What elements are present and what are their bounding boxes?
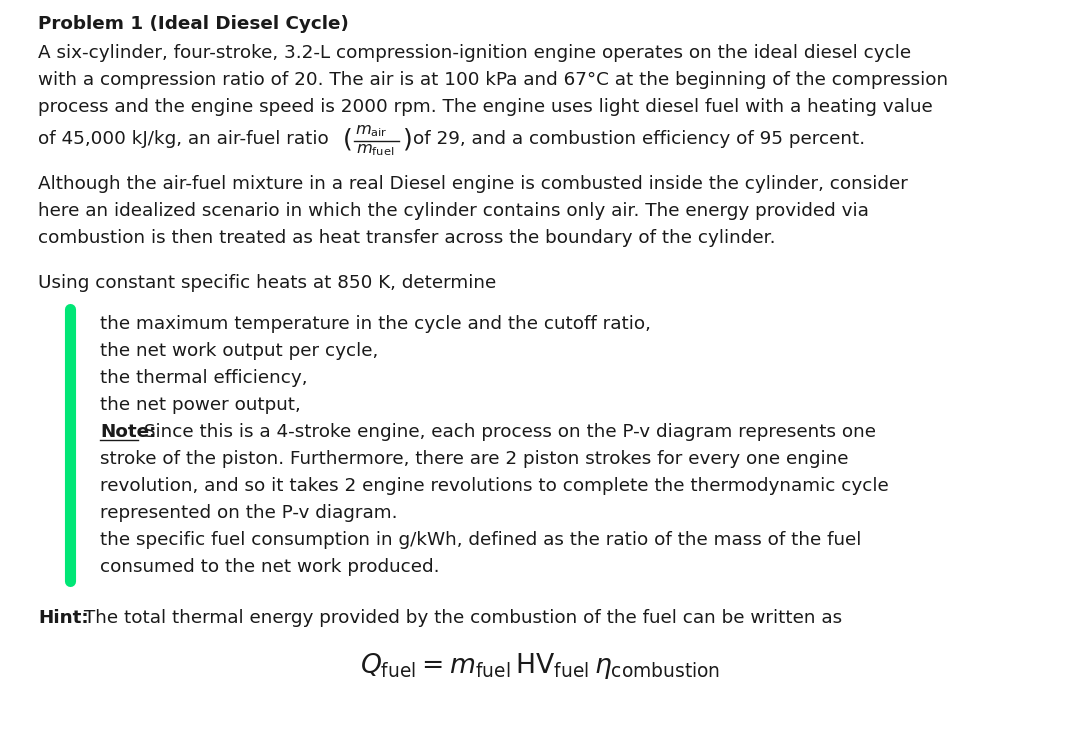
Text: of 45,000 kJ/kg, an air-fuel ratio: of 45,000 kJ/kg, an air-fuel ratio [38, 130, 335, 148]
Text: process and the engine speed is 2000 rpm. The engine uses light diesel fuel with: process and the engine speed is 2000 rpm… [38, 98, 933, 116]
Text: the net work output per cycle,: the net work output per cycle, [100, 342, 378, 360]
Text: represented on the P-v diagram.: represented on the P-v diagram. [100, 504, 397, 522]
Text: Since this is a 4-stroke engine, each process on the P-v diagram represents one: Since this is a 4-stroke engine, each pr… [138, 423, 876, 441]
Text: Problem 1 (Ideal Diesel Cycle): Problem 1 (Ideal Diesel Cycle) [38, 15, 349, 33]
Text: The total thermal energy provided by the combustion of the fuel can be written a: The total thermal energy provided by the… [78, 609, 842, 627]
Text: Using constant specific heats at 850 K, determine: Using constant specific heats at 850 K, … [38, 274, 496, 292]
Text: the maximum temperature in the cycle and the cutoff ratio,: the maximum temperature in the cycle and… [100, 315, 651, 333]
Text: (: ( [343, 128, 353, 152]
Text: with a compression ratio of 20. The air is at 100 kPa and 67°C at the beginning : with a compression ratio of 20. The air … [38, 71, 948, 89]
Text: stroke of the piston. Furthermore, there are 2 piston strokes for every one engi: stroke of the piston. Furthermore, there… [100, 450, 849, 468]
Text: A six-cylinder, four-stroke, 3.2-L compression-ignition engine operates on the i: A six-cylinder, four-stroke, 3.2-L compr… [38, 44, 912, 62]
Text: ): ) [403, 128, 413, 152]
Text: here an idealized scenario in which the cylinder contains only air. The energy p: here an idealized scenario in which the … [38, 202, 869, 220]
Text: Although the air-fuel mixture in a real Diesel engine is combusted inside the cy: Although the air-fuel mixture in a real … [38, 175, 908, 193]
Text: the net power output,: the net power output, [100, 396, 300, 414]
Text: $m_\mathrm{fuel}$: $m_\mathrm{fuel}$ [356, 142, 394, 157]
Text: Note:: Note: [100, 423, 157, 441]
Text: $m_\mathrm{air}$: $m_\mathrm{air}$ [355, 123, 388, 139]
Text: revolution, and so it takes 2 engine revolutions to complete the thermodynamic c: revolution, and so it takes 2 engine rev… [100, 477, 889, 495]
Text: $Q_\mathrm{fuel} = m_\mathrm{fuel}\,\mathrm{HV}_\mathrm{fuel}\,\eta_\mathrm{comb: $Q_\mathrm{fuel} = m_\mathrm{fuel}\,\mat… [360, 651, 720, 681]
Text: the thermal efficiency,: the thermal efficiency, [100, 369, 308, 387]
Text: the specific fuel consumption in g/kWh, defined as the ratio of the mass of the : the specific fuel consumption in g/kWh, … [100, 531, 862, 549]
Text: combustion is then treated as heat transfer across the boundary of the cylinder.: combustion is then treated as heat trans… [38, 229, 775, 247]
Text: of 29, and a combustion efficiency of 95 percent.: of 29, and a combustion efficiency of 95… [413, 130, 865, 148]
Text: consumed to the net work produced.: consumed to the net work produced. [100, 558, 440, 576]
Text: Hint:: Hint: [38, 609, 89, 627]
